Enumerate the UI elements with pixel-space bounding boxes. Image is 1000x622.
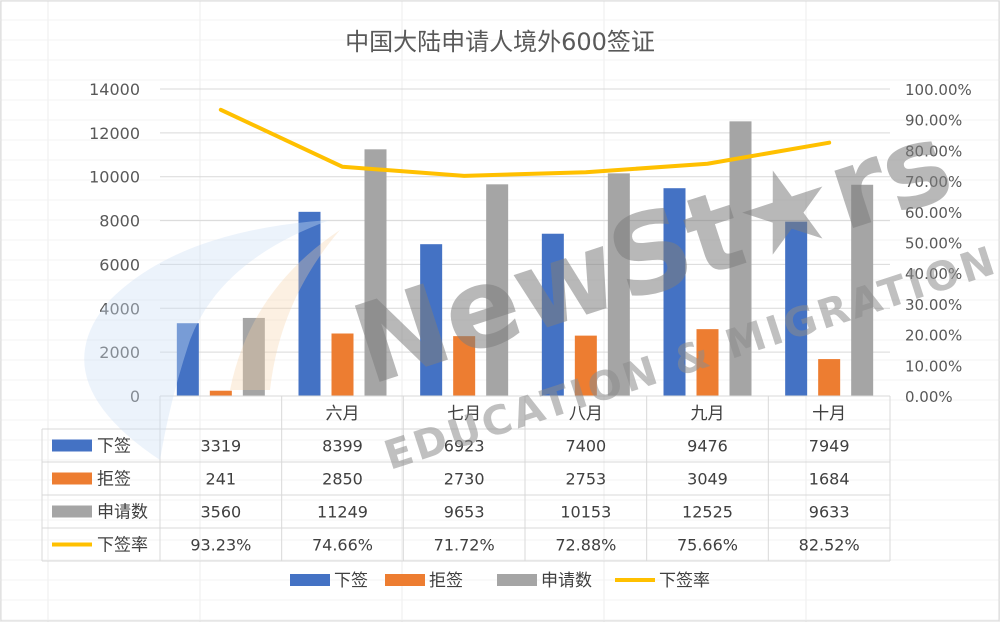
y-left-tick-label: 14000: [89, 80, 140, 99]
table-legend-key: [52, 505, 92, 518]
y-right-tick-label: 100.00%: [905, 81, 972, 99]
bar-申请数-2: [486, 184, 509, 396]
table-cell: 6923: [444, 437, 485, 456]
legend-key: [385, 574, 425, 586]
rate-line: [218, 107, 832, 178]
table-legend-key: [52, 439, 92, 452]
table-cell: 75.66%: [677, 536, 738, 555]
watermark-swoosh: [84, 220, 330, 460]
chart-title: 中国大陆申请人境外600签证: [345, 28, 655, 56]
table-category-label: 八月: [569, 404, 603, 424]
table-cell: 93.23%: [190, 536, 251, 555]
y-left-tick-label: 0: [130, 387, 140, 406]
y-right-tick-label: 40.00%: [905, 265, 962, 283]
table-cell: 1684: [809, 470, 850, 489]
table-cell: 71.72%: [434, 536, 495, 555]
table-cell: 11249: [317, 503, 368, 522]
bar-申请数-0: [242, 317, 265, 396]
table-series-label: 拒签: [97, 470, 131, 490]
table-category-label: 九月: [691, 404, 725, 424]
y-left-tick-label: 12000: [89, 124, 140, 143]
table-cell: 10153: [560, 503, 611, 522]
table-series-label: 下签率: [97, 536, 148, 556]
bar-申请数-5: [851, 184, 874, 396]
y-left-tick-label: 8000: [99, 212, 140, 231]
y-axis-right: 0.00% 10.00% 20.00% 30.00% 40.00% 50.00% 60.00…: [905, 81, 972, 406]
bar-拒签-5: [818, 359, 841, 396]
bar-下签-5: [785, 221, 808, 396]
y-left-tick-label: 6000: [99, 255, 140, 274]
bar-下签-2: [420, 244, 443, 396]
y-right-tick-label: 60.00%: [905, 204, 962, 222]
legend-label: 拒签: [429, 571, 463, 591]
table-category-label: 十月: [812, 404, 846, 424]
legend-label: 申请数: [541, 571, 592, 591]
table-cell: 2753: [565, 470, 606, 489]
y-right-tick-label: 0.00%: [905, 388, 953, 406]
table-cell: 82.52%: [799, 536, 860, 555]
line-下签率: [218, 107, 832, 178]
table-cell: 12525: [682, 503, 733, 522]
y-right-tick-label: 70.00%: [905, 173, 962, 191]
watermark-swoosh-accent: [230, 230, 340, 390]
bar-申请数-1: [364, 149, 387, 396]
bar-拒签-1: [331, 333, 354, 396]
bar-下签-4: [663, 188, 686, 396]
bar-拒签-4: [696, 329, 719, 396]
y-left-tick-label: 10000: [89, 168, 140, 187]
table-cell: 2850: [322, 470, 363, 489]
y-right-tick-label: 50.00%: [905, 235, 962, 253]
legend-key: [497, 574, 537, 586]
table-cell: 3560: [200, 503, 241, 522]
table-cell: 3319: [200, 437, 241, 456]
table-cell: 3049: [687, 470, 728, 489]
y-left-tick-label: 2000: [99, 343, 140, 362]
bar-拒签-2: [453, 336, 476, 396]
table-cell: 9653: [444, 503, 485, 522]
bars: [176, 121, 874, 397]
bar-下签-3: [541, 233, 564, 396]
legend-label: 下签: [334, 571, 368, 591]
table-cell: 74.66%: [312, 536, 373, 555]
bar-下签-0: [176, 323, 199, 396]
table-legend-key: [52, 472, 92, 485]
table-cell: 9633: [809, 503, 850, 522]
legend: 下签 拒签 申请数 下签率: [290, 571, 710, 591]
table-category-label: 六月: [326, 404, 360, 424]
table-cell: 2730: [444, 470, 485, 489]
bar-拒签-3: [574, 335, 597, 396]
bar-下签-1: [298, 211, 321, 396]
legend-key: [290, 574, 330, 586]
table-cell: 9476: [687, 437, 728, 456]
y-axis-left: 0 2000 4000 6000 8000 10000 12000 14000: [89, 80, 140, 406]
bar-申请数-4: [729, 121, 752, 397]
y-right-tick-label: 30.00%: [905, 296, 962, 314]
y-right-tick-label: 20.00%: [905, 327, 962, 345]
table-cell: 72.88%: [555, 536, 616, 555]
table-cell: 8399: [322, 437, 363, 456]
table-series-label: 申请数: [97, 503, 148, 523]
table-category-label: 七月: [447, 404, 481, 424]
bar-申请数-3: [607, 173, 630, 396]
table-cell: 241: [206, 470, 237, 489]
y-left-tick-label: 4000: [99, 299, 140, 318]
table-cell: 7400: [565, 437, 606, 456]
table-series-label: 下签: [97, 437, 131, 457]
legend-label: 下签率: [659, 571, 710, 591]
y-right-tick-label: 90.00%: [905, 112, 962, 130]
table-cell: 7949: [809, 437, 850, 456]
y-right-tick-label: 80.00%: [905, 142, 962, 160]
bar-拒签-0: [209, 390, 232, 396]
y-right-tick-label: 10.00%: [905, 357, 962, 375]
